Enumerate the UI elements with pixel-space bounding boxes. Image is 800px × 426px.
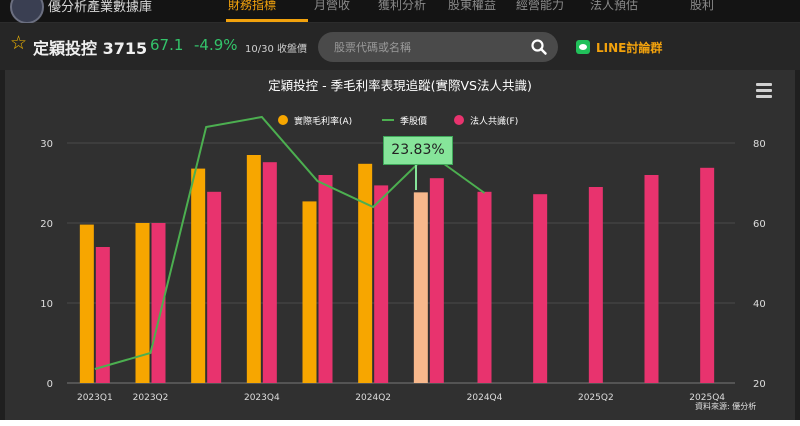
- x-tick-label: 2024Q4: [467, 393, 503, 403]
- x-tick-label: 2025Q2: [578, 393, 614, 403]
- bar-consensus-2025Q1: [533, 194, 548, 383]
- line-app-icon[interactable]: [576, 40, 590, 54]
- bar-actual-2024Q2: [358, 163, 373, 383]
- nav-item-5[interactable]: 經營能力: [516, 0, 565, 12]
- y-right-tick: 60: [753, 219, 766, 230]
- bar-consensus-2023Q4: [262, 162, 277, 383]
- legend-marker-2: [454, 115, 464, 125]
- x-tick-label: 2023Q4: [244, 393, 280, 403]
- x-tick-label: 2025Q4: [689, 393, 725, 403]
- chart-title: 定穎投控 - 季毛利率表現追蹤(實際VS法人共識): [268, 78, 532, 93]
- chart-menu-button[interactable]: [753, 80, 775, 100]
- nav-item-6[interactable]: 法人預估: [590, 0, 639, 12]
- stock-price: 67.1: [150, 36, 184, 54]
- x-tick-label: 2023Q2: [133, 393, 169, 403]
- chart-svg: 定穎投控 - 季毛利率表現追蹤(實際VS法人共識) 實際毛利率(A) 季股價 法人共識…: [40, 78, 766, 403]
- bar-consensus-2025Q2: [588, 187, 603, 383]
- bar-consensus-2024Q4: [477, 191, 492, 383]
- bar-consensus-2024Q2: [374, 185, 389, 383]
- y-right-tick: 80: [753, 139, 766, 150]
- y-right-tick: 40: [753, 299, 766, 310]
- y-left-tick: 20: [40, 219, 53, 230]
- x-tick-label: 2023Q1: [77, 393, 113, 403]
- chart-panel: 定穎投控 - 季毛利率表現追蹤(實際VS法人共識) 實際毛利率(A) 季股價 法人共識…: [5, 70, 795, 420]
- site-logo[interactable]: [10, 0, 44, 24]
- bar-actual-2024Q3: [413, 192, 428, 383]
- bar-consensus-2023Q1: [95, 247, 110, 383]
- y-left-tick: 10: [40, 299, 53, 310]
- search-icon[interactable]: [530, 38, 548, 56]
- bar-consensus-2025Q4: [700, 167, 715, 383]
- chart-tooltip: 23.83%: [383, 136, 453, 165]
- nav-item-2[interactable]: 月營收: [314, 0, 351, 12]
- bar-consensus-2024Q1: [318, 175, 333, 383]
- nav-item-7[interactable]: 股利: [690, 0, 715, 12]
- data-source-credit: 資料來源: 優分析: [695, 402, 757, 411]
- bar-consensus-2025Q3: [644, 175, 659, 383]
- y-right-tick: 20: [753, 379, 766, 390]
- bar-actual-2023Q2: [135, 223, 150, 383]
- line-group-link[interactable]: LINE討論群: [596, 41, 663, 55]
- legend-label-1: 季股價: [400, 115, 427, 127]
- y-left-tick: 0: [47, 379, 53, 390]
- bar-actual-2024Q1: [302, 201, 317, 383]
- tooltip-stem: [415, 165, 417, 190]
- close-date: 10/30 收盤價: [245, 44, 307, 55]
- bar-actual-2023Q4: [246, 155, 261, 383]
- legend-label-2: 法人共識(F): [470, 115, 518, 127]
- bar-consensus-2023Q2: [151, 223, 166, 383]
- legend-marker-0: [278, 115, 288, 125]
- legend-label-0: 實際毛利率(A): [294, 115, 352, 127]
- nav-active-indicator: [226, 19, 308, 22]
- y-left-tick: 30: [40, 139, 53, 150]
- x-tick-label: 2024Q2: [355, 393, 391, 403]
- bar-actual-2023Q3: [191, 168, 206, 383]
- nav-item-4[interactable]: 股東權益: [448, 0, 497, 12]
- search-input[interactable]: 股票代碼或名稱: [318, 32, 558, 62]
- bar-consensus-2024Q3: [429, 178, 444, 383]
- stock-header: ☆ 定穎投控 3715 67.1 -4.9% 10/30 收盤價 股票代碼或名稱…: [0, 23, 800, 93]
- site-title[interactable]: 優分析產業數據庫: [48, 0, 153, 15]
- stock-name: 定穎投控 3715: [33, 39, 148, 58]
- top-nav: 優分析產業數據庫 財務指標 月營收 獲利分析 股東權益 經營能力 法人預估 股利: [0, 0, 800, 24]
- search-placeholder: 股票代碼或名稱: [334, 41, 411, 54]
- nav-item-3[interactable]: 獲利分析: [378, 0, 427, 12]
- bar-actual-2023Q1: [79, 224, 94, 383]
- stock-change: -4.9%: [194, 36, 238, 54]
- nav-item-1[interactable]: 財務指標: [228, 0, 277, 12]
- star-icon[interactable]: ☆: [10, 32, 28, 54]
- bottom-strip: [0, 420, 800, 426]
- bar-consensus-2023Q3: [207, 191, 222, 383]
